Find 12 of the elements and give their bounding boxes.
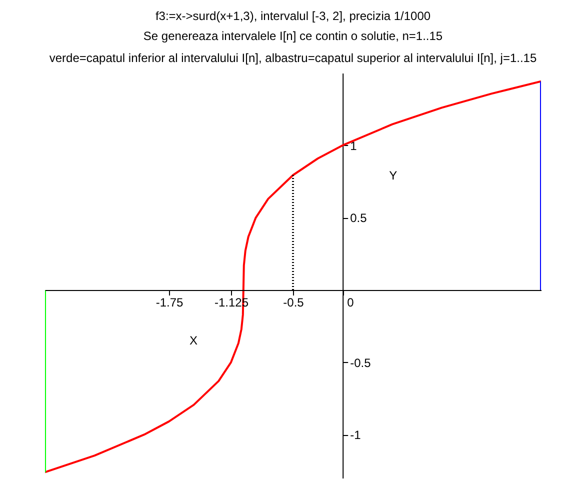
y-tick-label: -1 <box>350 428 362 442</box>
chart-subtitle: Se genereaza intervalele I[n] ce contin o solutie, n=1..15 verde=capatul inferior al intervalului I[n], albastru=capatul superior al intervalului I[n], j=1..15 <box>49 29 537 65</box>
x-axis-title: X <box>189 333 198 348</box>
y-tick-label: -0.5 <box>350 356 372 370</box>
y-tick-label: 1 <box>350 138 358 153</box>
y-axis-title: Y <box>389 168 398 182</box>
x-tick-label: -0.5 <box>283 295 304 310</box>
x-tick-label: 0 <box>347 295 354 310</box>
y-tick-label: 0.5 <box>350 211 368 226</box>
x-tick-label: -1.75 <box>156 295 184 310</box>
line-series <box>45 80 541 474</box>
chart-title: f3:=x->surd(x+1,3), intervalul [-3, 2], precizia 1/1000 <box>155 9 431 23</box>
